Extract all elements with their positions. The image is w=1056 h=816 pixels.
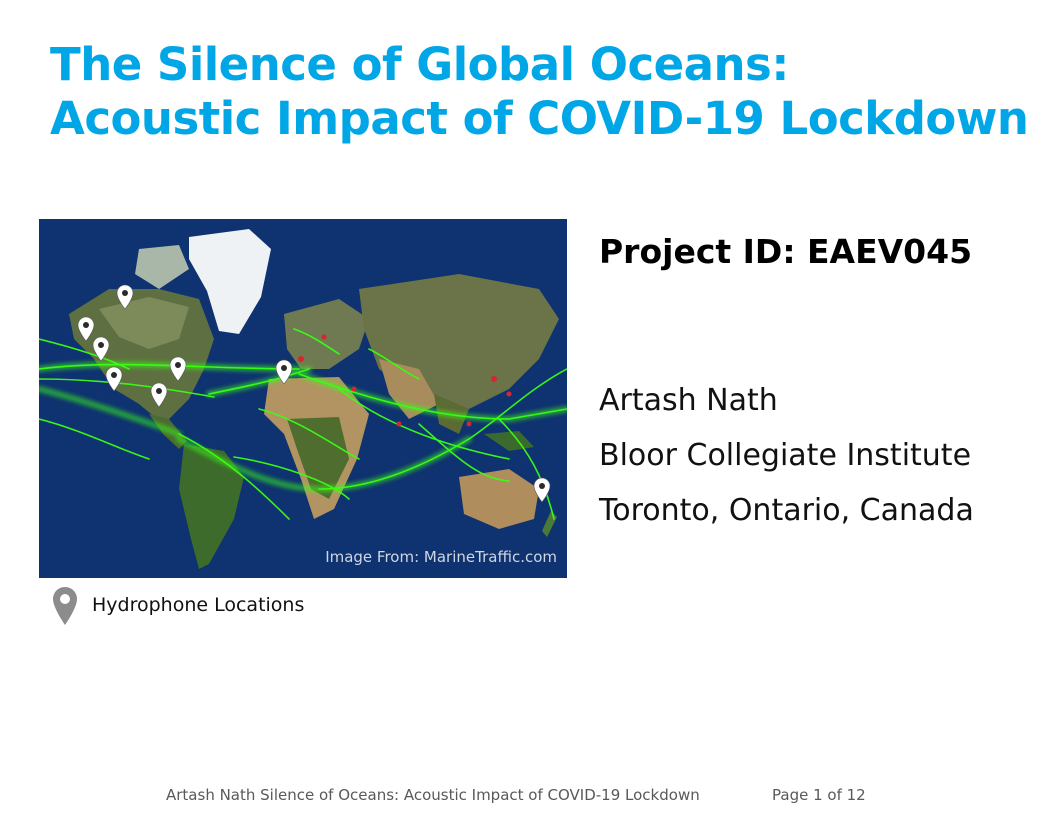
slide-title: The Silence of Global Oceans: Acoustic I… xyxy=(50,38,1029,146)
canada-interior xyxy=(99,297,189,349)
map-pin-icon xyxy=(53,587,77,625)
arctic-islands xyxy=(135,245,189,289)
shipping-traffic-map: Image From: MarineTraffic.com xyxy=(39,219,567,578)
title-line-2: Acoustic Impact of COVID-19 Lockdown xyxy=(50,92,1029,145)
author-location: Toronto, Ontario, Canada xyxy=(599,493,974,528)
south-america xyxy=(179,444,244,569)
greenland xyxy=(189,229,271,334)
title-line-1: The Silence of Global Oceans: xyxy=(50,38,789,91)
slide-footer: Artash Nath Silence of Oceans: Acoustic … xyxy=(0,786,1056,808)
legend-label: Hydrophone Locations xyxy=(92,594,305,616)
marker-california xyxy=(105,366,123,392)
marker-canada-west xyxy=(77,316,95,342)
marker-alaska xyxy=(116,284,134,310)
image-credit: Image From: MarineTraffic.com xyxy=(325,548,557,566)
author-school: Bloor Collegiate Institute xyxy=(599,438,972,473)
project-id: Project ID: EAEV045 xyxy=(599,232,973,271)
author-name: Artash Nath xyxy=(599,383,778,418)
marker-us-west xyxy=(92,336,110,362)
central-africa xyxy=(287,417,349,499)
marker-us-east xyxy=(169,356,187,382)
australia xyxy=(459,469,539,529)
marker-europe xyxy=(275,359,293,385)
middle-east xyxy=(379,359,439,419)
marker-gulf xyxy=(150,382,168,408)
marker-new-zealand xyxy=(533,477,551,503)
author-info: Artash Nath Bloor Collegiate Institute T… xyxy=(599,378,974,543)
europe xyxy=(284,299,369,369)
page-number: Page 1 of 12 xyxy=(772,786,866,804)
hydrophone-markers xyxy=(77,284,551,503)
shipping-lanes xyxy=(39,328,567,520)
traffic-hotspots xyxy=(298,334,512,427)
footer-text: Artash Nath Silence of Oceans: Acoustic … xyxy=(166,786,700,804)
world-map-image xyxy=(39,219,567,578)
